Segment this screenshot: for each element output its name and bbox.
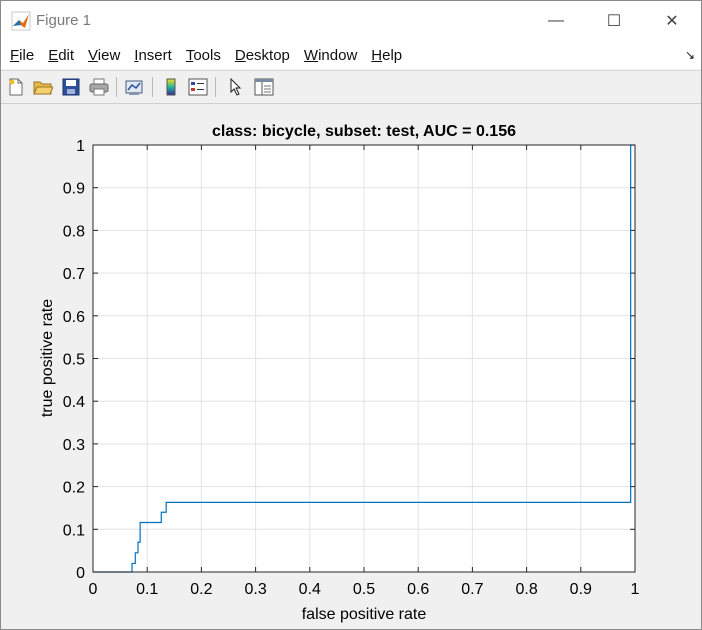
x-tick-label: 0.8 — [515, 581, 537, 598]
title-bar[interactable]: Figure 1 — ☐ ✕ — [1, 1, 701, 41]
toolbar-separator — [116, 77, 117, 97]
x-axis: 0 0.1 0.2 0.3 0.4 0.5 0.6 0.7 0.8 0.9 1 — [89, 145, 640, 598]
print-icon — [89, 78, 109, 96]
menu-edit[interactable]: Edit — [48, 46, 75, 64]
y-tick-label: 0.3 — [63, 437, 85, 454]
minimize-icon: — — [548, 12, 564, 29]
link-plot-button[interactable] — [123, 76, 145, 98]
figure-canvas: class: bicycle, subset: test, AUC = 0.15… — [1, 104, 701, 629]
x-tick-label: 0.4 — [299, 581, 321, 598]
y-tick-label: 0 — [76, 565, 85, 582]
y-tick-label: 0.9 — [63, 181, 85, 198]
toolbar-separator — [152, 77, 153, 97]
insert-colorbar-button[interactable] — [160, 76, 182, 98]
matlab-logo-icon — [11, 11, 31, 31]
x-tick-label: 0.5 — [353, 581, 375, 598]
property-inspector-button[interactable] — [253, 76, 275, 98]
chart-title: class: bicycle, subset: test, AUC = 0.15… — [212, 123, 516, 140]
maximize-icon: ☐ — [606, 13, 622, 30]
y-tick-label: 0.1 — [63, 522, 85, 539]
edit-plot-button[interactable] — [225, 76, 247, 98]
menu-desktop[interactable]: Desktop — [234, 46, 290, 64]
save-button[interactable] — [60, 76, 82, 98]
menu-help[interactable]: Help — [371, 46, 403, 64]
x-tick-label: 1 — [631, 581, 640, 598]
pointer-icon — [230, 78, 242, 96]
toolbar-separator — [215, 77, 216, 97]
figure-toolbar — [1, 70, 701, 104]
x-tick-label: 0.2 — [190, 581, 212, 598]
menu-file[interactable]: File — [10, 46, 35, 64]
roc-chart[interactable]: class: bicycle, subset: test, AUC = 0.15… — [1, 104, 701, 629]
y-tick-label: 0.2 — [63, 480, 85, 497]
close-button[interactable]: ✕ — [643, 1, 701, 41]
menu-insert[interactable]: Insert — [134, 46, 172, 64]
window-title: Figure 1 — [36, 12, 92, 29]
y-tick-label: 1 — [76, 138, 85, 155]
x-tick-label: 0.7 — [461, 581, 483, 598]
minimize-button[interactable]: — — [527, 1, 585, 41]
open-file-button[interactable] — [32, 76, 54, 98]
x-tick-label: 0.9 — [570, 581, 592, 598]
x-tick-label: 0.6 — [407, 581, 429, 598]
x-tick-label: 0.1 — [136, 581, 158, 598]
x-axis-label: false positive rate — [302, 606, 427, 623]
new-figure-icon — [9, 78, 23, 96]
menu-bar: File Edit View Insert Tools Desktop Wind… — [1, 41, 701, 69]
property-inspector-icon — [254, 78, 274, 96]
y-axis-label: true positive rate — [39, 299, 56, 417]
x-tick-label: 0 — [89, 581, 98, 598]
insert-legend-button[interactable] — [187, 76, 209, 98]
dock-arrow-icon[interactable]: ↘ — [684, 48, 695, 62]
y-tick-label: 0.8 — [63, 223, 85, 240]
new-figure-button[interactable] — [5, 76, 27, 98]
y-tick-label: 0.5 — [63, 352, 85, 369]
print-button[interactable] — [88, 76, 110, 98]
axes-box — [92, 144, 636, 573]
y-tick-label: 0.7 — [63, 266, 85, 283]
maximize-button[interactable]: ☐ — [585, 1, 643, 41]
y-tick-label: 0.6 — [63, 309, 85, 326]
menu-window[interactable]: Window — [303, 46, 358, 64]
colorbar-icon — [166, 78, 176, 96]
grid — [92, 144, 636, 573]
link-plot-icon — [125, 80, 143, 95]
close-icon: ✕ — [665, 13, 679, 30]
legend-icon — [188, 78, 208, 96]
x-tick-label: 0.3 — [244, 581, 266, 598]
save-icon — [62, 78, 80, 96]
menu-tools[interactable]: Tools — [185, 46, 221, 64]
y-tick-label: 0.4 — [63, 394, 85, 411]
y-axis: 0 0.1 0.2 0.3 0.4 0.5 0.6 0.7 0.8 0.9 1 — [63, 138, 635, 582]
roc-curve-line — [93, 144, 635, 573]
menu-view[interactable]: View — [88, 46, 121, 64]
open-folder-icon — [33, 81, 53, 95]
